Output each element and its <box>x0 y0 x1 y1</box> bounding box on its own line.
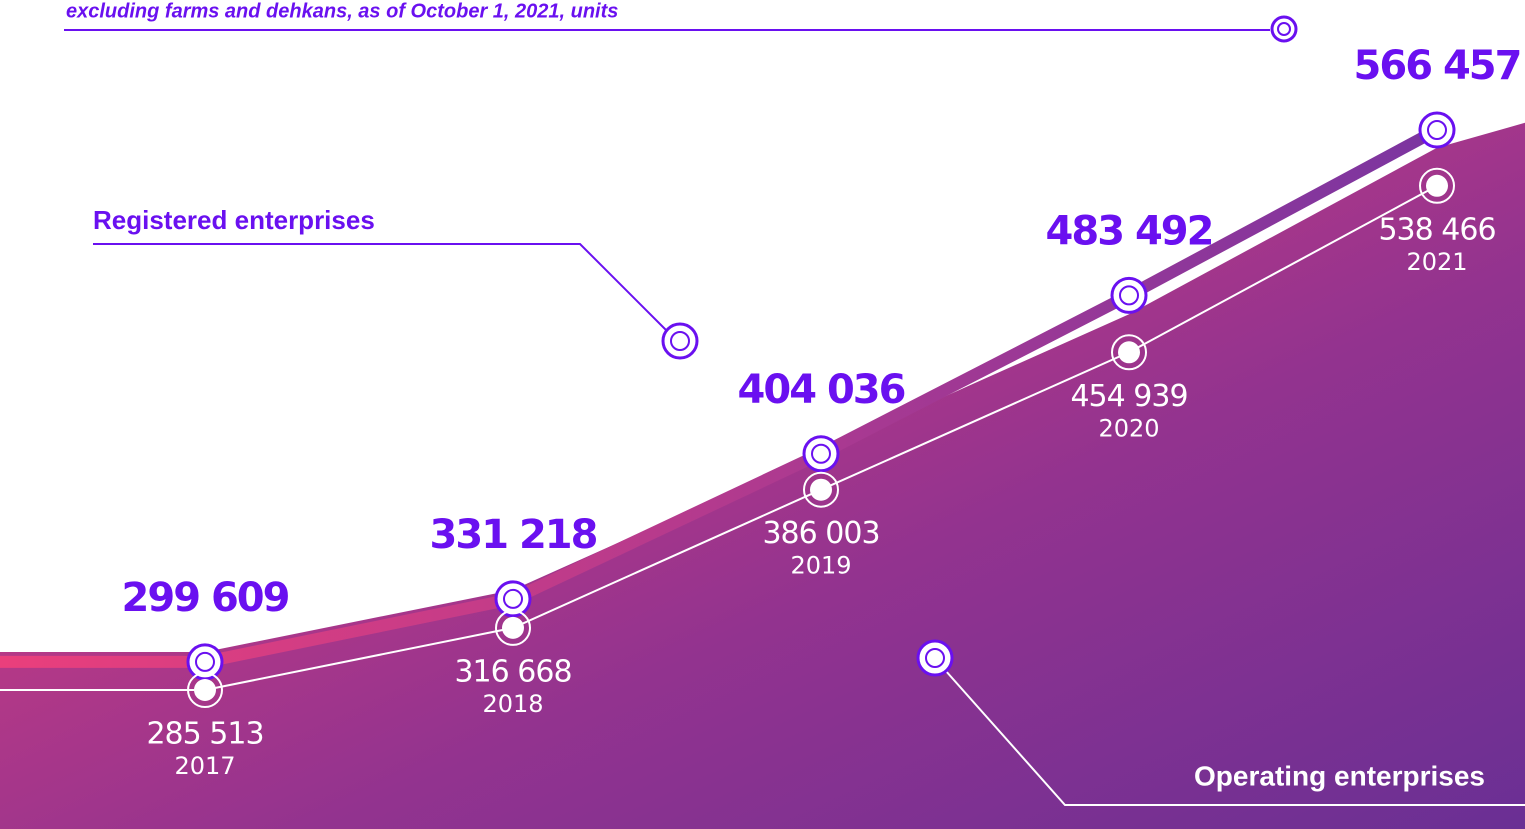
point-inner <box>503 588 523 609</box>
decor-circle <box>925 648 945 668</box>
legend-operating: Operating enterprises <box>1194 760 1485 791</box>
point <box>1118 341 1140 364</box>
x-tick-label: 2017 <box>174 752 235 780</box>
legend-leader <box>93 243 669 333</box>
value-label: 538 466 <box>1378 212 1495 247</box>
point-inner <box>1119 285 1139 306</box>
point <box>1426 174 1448 197</box>
x-tick-label: 2021 <box>1406 248 1467 276</box>
point <box>194 679 216 701</box>
value-label: 285 513 <box>146 717 263 752</box>
x-tick-label: 2020 <box>1098 414 1159 442</box>
point-ring <box>803 471 839 508</box>
point-ring <box>495 609 531 646</box>
point-ring <box>1111 334 1147 371</box>
point <box>1110 276 1148 314</box>
value-label: 299 609 <box>122 575 289 621</box>
decor-circle <box>1270 15 1298 43</box>
point <box>186 643 224 681</box>
point <box>1418 111 1456 149</box>
point <box>494 580 532 618</box>
point-inner <box>811 443 831 464</box>
area <box>0 122 1525 829</box>
point-inner <box>195 651 215 672</box>
point-inner <box>1427 120 1447 140</box>
decor-circle <box>670 331 690 351</box>
legend-leader <box>944 669 1525 806</box>
value-label: 316 668 <box>454 654 571 689</box>
point-ring <box>187 672 223 708</box>
decor-circle <box>1277 22 1291 36</box>
x-tick-label: 2018 <box>482 690 543 718</box>
value-label: 566 457 <box>1354 43 1521 89</box>
point-ring <box>1419 167 1455 204</box>
value-label: 454 939 <box>1070 379 1187 414</box>
value-label: 483 492 <box>1046 208 1213 254</box>
point <box>802 435 840 473</box>
value-label: 404 036 <box>738 367 905 413</box>
x-tick-label: 2019 <box>790 552 851 580</box>
value-label: 386 003 <box>762 516 879 551</box>
decor-circle <box>916 639 954 677</box>
legend-registered: Registered enterprises <box>93 205 375 235</box>
point <box>810 478 832 501</box>
line <box>0 184 1438 691</box>
line <box>0 124 1440 668</box>
value-label: 331 218 <box>430 512 597 558</box>
decor-circle <box>661 322 699 360</box>
chart-subtitle: excluding farms and dehkans, as of Octob… <box>66 0 618 22</box>
point <box>502 616 524 639</box>
